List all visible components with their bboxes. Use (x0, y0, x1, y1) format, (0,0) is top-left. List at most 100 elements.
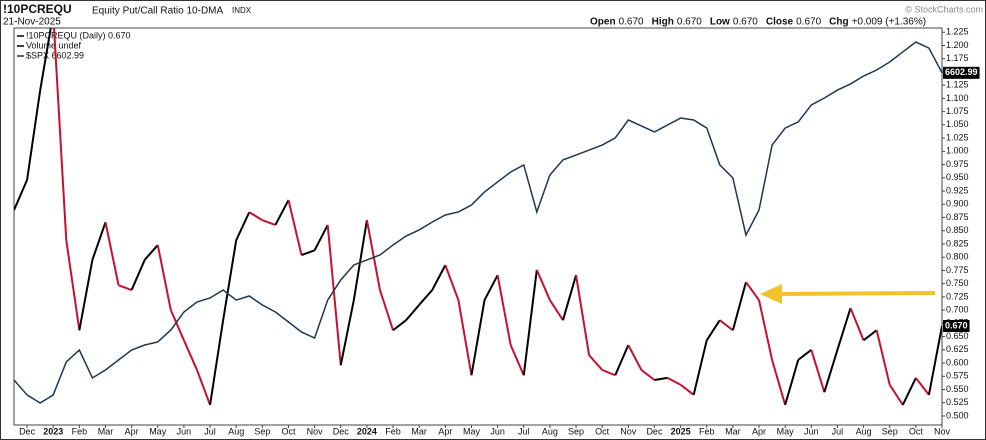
quote-label: Open (590, 17, 616, 28)
y-tick-label: 0.725 (946, 291, 969, 301)
ratio-segment (667, 377, 682, 386)
x-tick-label: May (463, 426, 481, 436)
x-tick-label: Feb (385, 426, 401, 436)
y-tick-label: 0.500 (946, 410, 969, 420)
x-tick-label: Mar (411, 426, 427, 436)
x-tick-label: Feb (72, 426, 88, 436)
ratio-segment (183, 339, 198, 371)
ratio-segment (888, 384, 904, 406)
y-tick-label: 1.225 (946, 27, 969, 37)
ratio-segment (392, 319, 407, 332)
ratio-segment (758, 299, 774, 361)
ratio-segment (104, 222, 120, 286)
x-tick-label: Jun (177, 426, 192, 436)
y-tick-label: 1.050 (946, 119, 969, 129)
y-tick-label: 0.900 (946, 199, 969, 209)
ratio-segment (313, 224, 329, 251)
annotation-arrow (775, 291, 936, 296)
y-tick-label: 1.100 (946, 93, 969, 103)
ratio-segment (575, 275, 591, 356)
ratio-segment (405, 304, 420, 321)
y-tick-label: 1.175 (946, 53, 969, 63)
ratio-segment (875, 330, 891, 386)
x-tick-label: Nov (307, 426, 324, 436)
ratio-segment (810, 349, 826, 393)
ratio-segment (118, 284, 132, 291)
exchange: INDX (232, 6, 252, 15)
ratio-segment (431, 264, 447, 291)
ratio-segment (169, 309, 185, 341)
quote-label: Close (766, 17, 794, 28)
ratio-segment (654, 376, 668, 381)
plot-area (13, 27, 943, 426)
ratio-segment (274, 199, 290, 226)
quote-value: +0.009 (+1.36%) (852, 17, 927, 28)
date: 21-Nov-2025 (3, 17, 61, 28)
ratio-segment (65, 240, 81, 331)
legend-entry: !10PCREQU (Daily) 0.670 (26, 30, 131, 40)
x-tick-label: Dec (333, 426, 350, 436)
ratio-segment (78, 259, 94, 331)
y-tick-label: 0.925 (946, 185, 969, 195)
y-tick-label: 0.950 (946, 172, 969, 182)
quote-value: 0.670 (677, 17, 702, 28)
ratio-segment (601, 369, 616, 377)
x-tick-label: Jul (518, 426, 530, 436)
y-tick-label: 0.775 (946, 265, 969, 275)
ratio-segment (418, 289, 434, 306)
last-value-label: 6602.99 (945, 67, 978, 77)
y-tick-label: 0.800 (946, 252, 969, 262)
x-tick-label: Oct (909, 426, 924, 436)
ratio-segment (901, 377, 917, 406)
x-tick-label: Apr (438, 426, 452, 436)
ratio-segment (143, 244, 159, 261)
x-tick-label: Dec (646, 426, 663, 436)
ratio-segment (39, 28, 52, 91)
ratio-segment (927, 325, 942, 396)
x-tick-label: Aug (228, 426, 244, 436)
ratio-segment (444, 264, 460, 301)
ratio-segment (588, 354, 603, 371)
y-tick-label: 1.200 (946, 40, 969, 50)
ratio-segment (222, 240, 238, 321)
ratio-segment (26, 90, 42, 181)
symbol: !10PCREQU (3, 2, 72, 16)
y-tick-label: 0.700 (946, 305, 969, 315)
x-tick-label: Jul (204, 426, 216, 436)
last-value-box (943, 66, 980, 79)
ratio-segment (379, 289, 394, 331)
last-value-tag: 0.670 (943, 320, 970, 333)
x-tick-label: Aug (542, 426, 558, 436)
ratio-segment (915, 377, 930, 396)
ratio-segment (784, 359, 800, 406)
ratio-segment (287, 199, 303, 256)
last-value-box (943, 320, 970, 333)
ratio-segment (91, 221, 107, 261)
source: © StockCharts.com (905, 4, 983, 14)
ratio-segment (301, 249, 315, 257)
y-tick-label: 1.125 (946, 80, 969, 90)
ratio-segment (339, 299, 355, 366)
quote-value: 0.670 (619, 17, 644, 28)
y-tick-label: 1.025 (946, 132, 969, 142)
ratio-segment (705, 319, 721, 341)
ratio-segment (130, 259, 146, 291)
ratio-segment (352, 219, 368, 301)
ratio-segment (731, 281, 747, 331)
y-tick-label: 0.625 (946, 344, 969, 354)
spx-line (14, 41, 942, 404)
y-tick-label: 0.975 (946, 159, 969, 169)
x-tick-label: Aug (856, 426, 872, 436)
y-tick-label: 0.750 (946, 278, 969, 288)
ratio-segment (156, 244, 172, 311)
x-tick-label: Dec (19, 426, 36, 436)
x-tick-label: Nov (620, 426, 637, 436)
ratio-segment (509, 344, 525, 376)
ratio-segment (535, 269, 551, 301)
x-tick-label: Sep (254, 426, 270, 436)
annotation-arrowhead (760, 284, 782, 304)
ratio-segment (627, 344, 643, 371)
ratio-segment (235, 211, 251, 241)
ratio-segment (614, 344, 630, 376)
legend-entry: Volume undef (26, 40, 82, 50)
